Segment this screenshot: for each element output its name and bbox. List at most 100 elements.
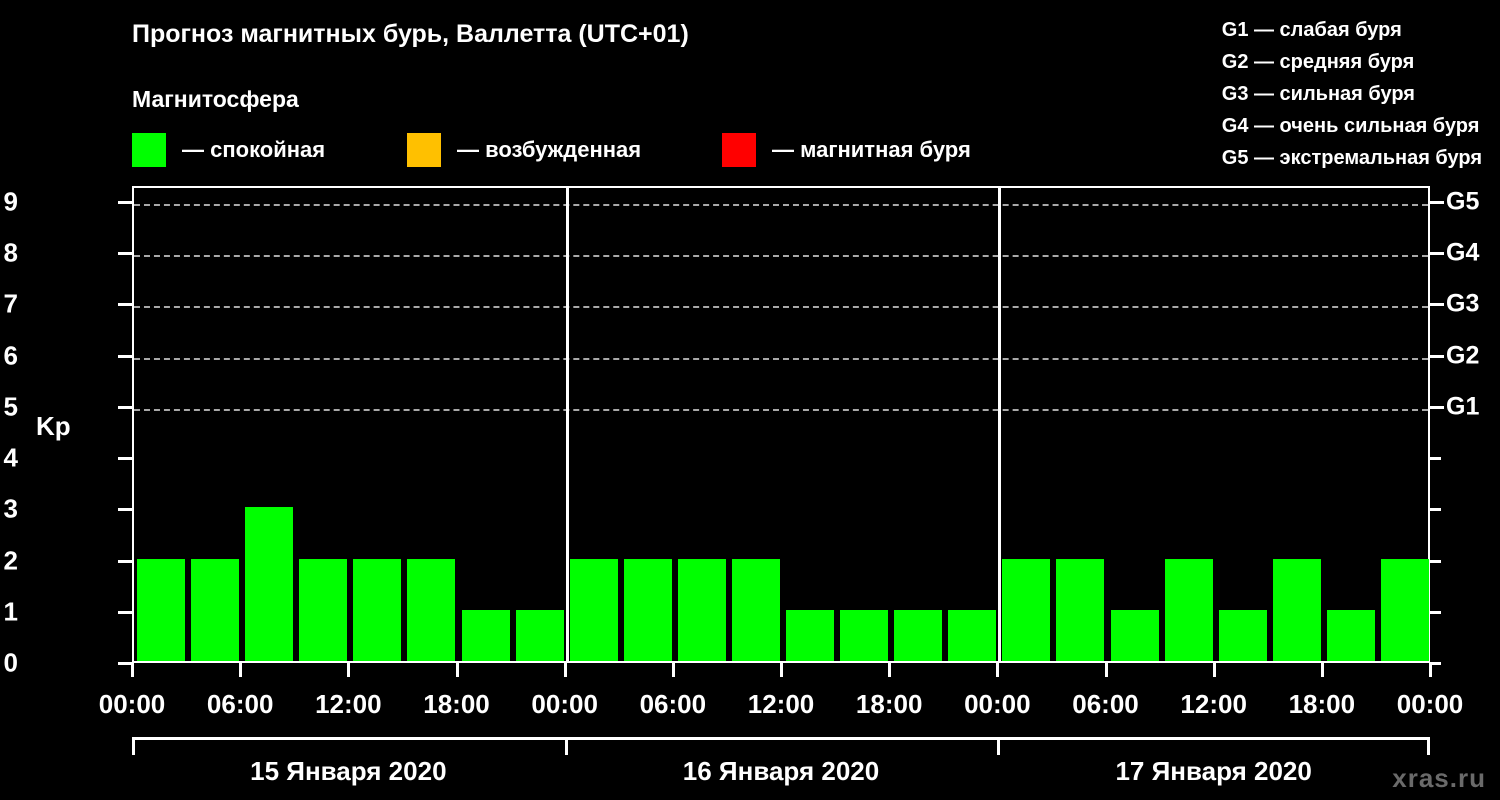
y-tick-label: 1 (3, 596, 18, 627)
kp-bar (1056, 558, 1105, 661)
kp-bar (677, 558, 726, 661)
day-bracket-tick (132, 737, 135, 755)
g-scale-line: G2 — средняя буря (1221, 51, 1415, 73)
legend-label: — магнитная буря (772, 137, 971, 162)
orange-square-swatch (407, 133, 441, 167)
y-tick-label: 3 (3, 493, 18, 524)
kp-bar (1110, 609, 1159, 661)
gridline (134, 306, 1428, 309)
gridline (134, 204, 1428, 206)
g-tick-mark-minor (1430, 457, 1441, 461)
g-scale-line: G1 — слабая буря (1221, 19, 1402, 41)
x-tick-label: 06:00 (1072, 689, 1139, 719)
chart-subtitle: Магнитосфера (132, 86, 299, 112)
kp-bar (1272, 558, 1321, 661)
y-tick-mark (118, 610, 132, 614)
gridline (134, 357, 1428, 360)
g-tick-mark-minor (1430, 508, 1441, 512)
x-tick-mark (239, 663, 243, 677)
g-scale-line: G3 — сильная буря (1221, 83, 1415, 105)
y-tick-mark (118, 252, 132, 256)
g-tick-mark (1430, 405, 1444, 409)
y-tick-mark (118, 201, 132, 204)
day-label: 17 Января 2020 (1115, 756, 1312, 786)
g-tick-mark (1430, 303, 1444, 307)
kp-bar (948, 609, 997, 661)
day-bracket-tick (1427, 737, 1430, 755)
y-tick-label: 5 (3, 391, 18, 422)
kp-bar (623, 558, 672, 661)
g-tick-label: G2 (1446, 341, 1480, 370)
watermark: xras.ru (1392, 763, 1486, 793)
legend-label: — возбужденная (457, 137, 642, 162)
legend-item: — возбужденная (407, 132, 641, 168)
y-tick-label: 8 (3, 237, 18, 268)
y-tick-mark (118, 457, 132, 461)
x-tick-mark (1104, 663, 1108, 677)
x-tick-label: 00:00 (531, 689, 598, 719)
x-tick-mark (563, 663, 567, 677)
g-tick-label: G3 (1446, 289, 1480, 318)
y-tick-mark (118, 559, 132, 563)
g-scale-line: G5 — экстремальная буря (1221, 147, 1482, 169)
gridline (134, 408, 1428, 411)
y-tick-label: 7 (3, 288, 18, 319)
kp-bar (353, 558, 402, 661)
kp-bar (1164, 558, 1213, 661)
y-tick-label: 6 (3, 340, 18, 371)
day-bracket-tick (997, 737, 1001, 755)
x-tick-mark (1320, 663, 1324, 677)
x-tick-label: 12:00 (315, 689, 382, 719)
g-tick-label: G5 (1446, 187, 1480, 216)
x-tick-label: 06:00 (639, 689, 707, 719)
y-tick-label: 2 (3, 545, 18, 576)
x-tick-label: 12:00 (747, 689, 815, 719)
day-label: 16 Января 2020 (682, 756, 880, 786)
page-title: Прогноз магнитных бурь, Валлетта (UTC+01… (132, 20, 689, 48)
green-square-swatch (132, 133, 166, 167)
g-tick-mark-minor (1430, 559, 1441, 563)
kp-bar (461, 609, 510, 661)
kp-bar (191, 558, 240, 661)
kp-bar (515, 609, 564, 661)
kp-bar (1380, 558, 1429, 661)
x-tick-label: 18:00 (855, 689, 923, 719)
y-tick-label: 4 (3, 442, 18, 473)
x-tick-mark (455, 663, 459, 677)
x-tick-mark (671, 663, 675, 677)
y-tick-mark (118, 508, 132, 512)
kp-bar (840, 609, 889, 661)
kp-bar (569, 558, 618, 661)
kp-bar (894, 609, 943, 661)
kp-bar (137, 558, 186, 661)
x-tick-mark (347, 663, 351, 677)
g-tick-label: G4 (1446, 238, 1480, 267)
x-tick-label: 00:00 (1396, 689, 1464, 719)
x-tick-label: 06:00 (206, 689, 274, 719)
x-tick-label: 12:00 (1180, 689, 1247, 719)
g-tick-mark (1430, 252, 1444, 256)
y-tick-mark (118, 662, 132, 665)
g-scale-line: G4 — очень сильная буря (1221, 115, 1480, 137)
kp-bar (1002, 558, 1051, 661)
x-tick-mark (1429, 663, 1432, 677)
y-tick-mark (118, 354, 132, 358)
day-label: 15 Января 2020 (250, 756, 447, 786)
kp-bar (1326, 609, 1375, 661)
y-tick-mark (118, 405, 132, 409)
gridline (134, 255, 1428, 258)
kp-bar (731, 558, 780, 661)
g-tick-mark-minor (1430, 662, 1441, 665)
day-separator (998, 188, 1002, 661)
g-tick-mark (1430, 201, 1444, 204)
g-scale-legend: G1 — слабая буря G2 — средняя буря G3 — си… (1222, 14, 1482, 174)
kp-bar (407, 558, 456, 661)
day-bracket-tick (564, 737, 568, 755)
kp-bar (299, 558, 348, 661)
kp-bar (245, 507, 294, 661)
legend-label: — спокойная (182, 137, 326, 162)
kp-bar (1218, 609, 1267, 661)
x-tick-mark (1212, 663, 1216, 677)
x-tick-mark (131, 663, 134, 677)
chart-plot-area (132, 186, 1430, 663)
